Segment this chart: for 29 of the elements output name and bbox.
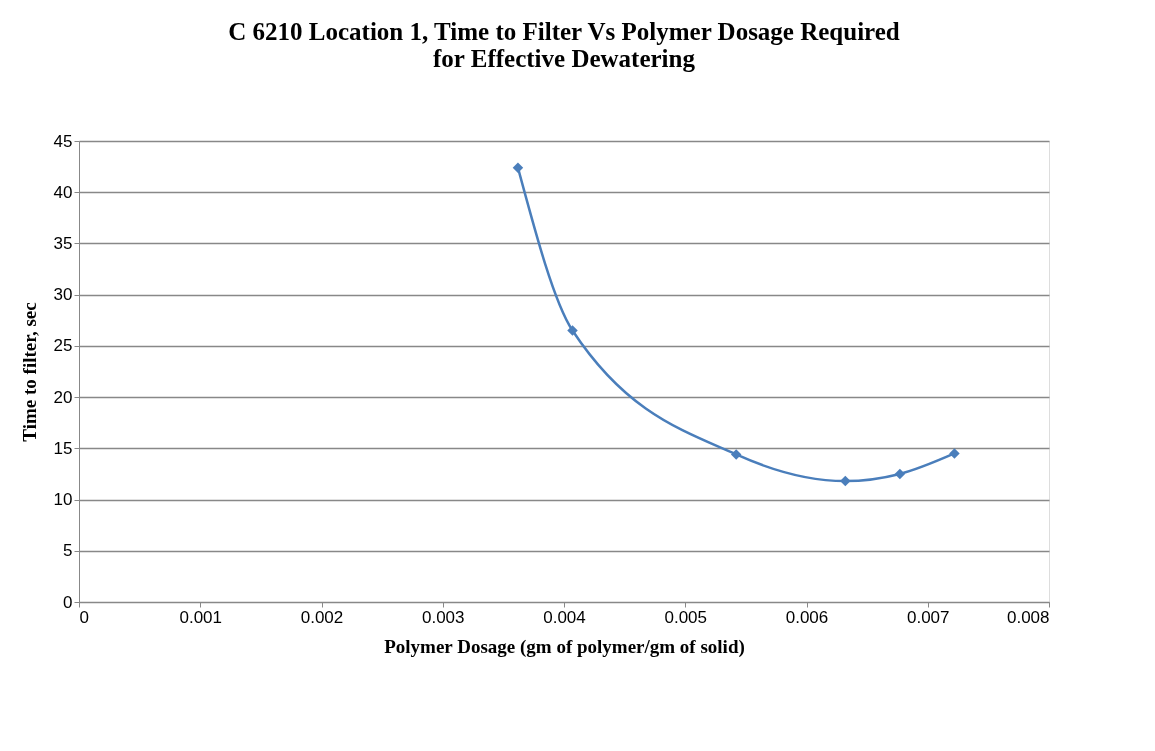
- y-tick-label: 20: [53, 387, 73, 407]
- y-tick-label: 45: [53, 131, 73, 151]
- x-tick-label: 0.007: [906, 607, 950, 627]
- y-tick-label: 35: [53, 233, 73, 253]
- y-tick-label: 10: [53, 490, 73, 510]
- y-tick-label: 5: [63, 541, 73, 561]
- point: [894, 468, 906, 480]
- point: [840, 475, 851, 487]
- x-tick-label: 0.008: [1006, 607, 1050, 627]
- point: [730, 449, 742, 460]
- point: [512, 162, 524, 173]
- x-tick-label: 0.001: [179, 607, 223, 627]
- x-tick-label: 0.002: [300, 607, 344, 627]
- y-tick-label: 25: [53, 336, 73, 356]
- y-tick-label: 15: [53, 438, 73, 458]
- x-tick-label: 0: [79, 607, 89, 627]
- text: C 6210 Location 1, Time to Filter Vs Polymer Dosage Required: [228, 18, 900, 45]
- y-tick-label: 0: [63, 592, 73, 612]
- x-tick-label: 0.004: [543, 607, 586, 627]
- point: [567, 325, 578, 336]
- x-axis-title: Polymer Dosage (gm of polymer/gm of solid): [384, 635, 745, 658]
- text: for Effective Dewatering: [433, 45, 695, 72]
- x-tick-label: 0.003: [421, 607, 465, 627]
- x-tick-label: 0.006: [785, 607, 829, 627]
- point: [949, 448, 960, 459]
- x-tick-label: 0.005: [664, 607, 708, 627]
- y-axis-title: Time to filter, sec: [18, 302, 40, 442]
- y-tick-label: 40: [53, 182, 73, 202]
- y-tick-label: 30: [53, 285, 73, 305]
